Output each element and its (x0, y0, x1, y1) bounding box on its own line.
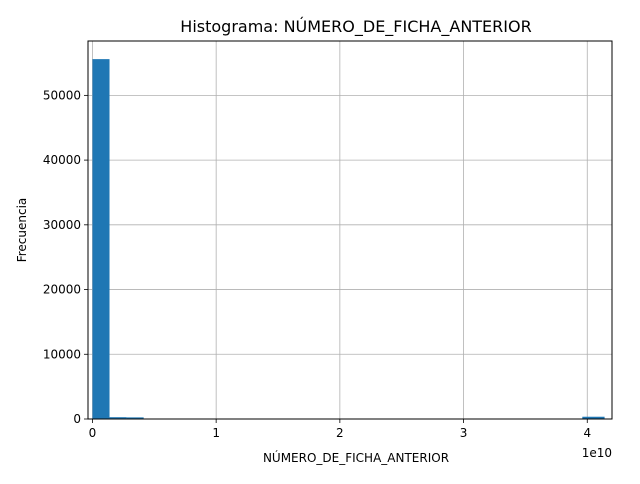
grid-layer (88, 41, 612, 420)
chart-title: Histograma: NÚMERO_DE_FICHA_ANTERIOR (180, 17, 531, 37)
histogram-bar-0 (92, 59, 110, 419)
x-tick-label-3: 3 (460, 426, 468, 440)
y-tick-label-3: 30000 (43, 218, 81, 232)
tick-layer: 0 1 2 3 4 0 10000 20000 30000 40000 50000 (43, 88, 591, 440)
x-tick-label-4: 4 (583, 426, 591, 440)
histogram-bar-3 (582, 416, 605, 419)
x-tick-label-2: 2 (336, 426, 344, 440)
plot-frame (87, 40, 613, 420)
y-tick-label-1: 10000 (43, 347, 81, 361)
plot-background (88, 41, 612, 419)
histogram-bar-1 (109, 417, 127, 419)
x-tick-label-1: 1 (212, 426, 220, 440)
y-tick-label-2: 20000 (43, 283, 81, 297)
y-axis-label: Frecuencia (15, 198, 29, 263)
y-tick-label-0: 0 (73, 412, 81, 426)
y-tick-label-5: 50000 (43, 88, 81, 102)
bar-layer (92, 59, 605, 419)
histogram-bar-2 (126, 417, 144, 419)
x-tick-label-0: 0 (89, 426, 97, 440)
y-tick-label-4: 40000 (43, 153, 81, 167)
x-axis-label: NÚMERO_DE_FICHA_ANTERIOR (263, 450, 449, 465)
x-axis-offset-label: 1e10 (582, 446, 612, 460)
